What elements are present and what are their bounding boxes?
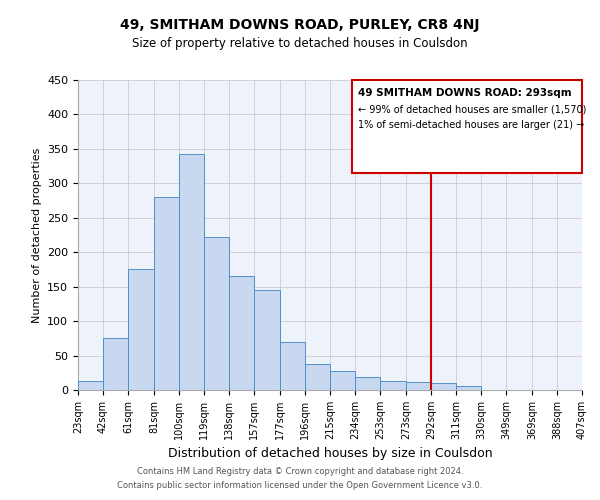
Bar <box>154 197 179 390</box>
Bar <box>204 237 229 390</box>
Y-axis label: Number of detached properties: Number of detached properties <box>32 148 41 322</box>
Text: 1% of semi-detached houses are larger (21) →: 1% of semi-detached houses are larger (2… <box>358 120 584 130</box>
Text: 49, SMITHAM DOWNS ROAD, PURLEY, CR8 4NJ: 49, SMITHAM DOWNS ROAD, PURLEY, CR8 4NJ <box>120 18 480 32</box>
Bar <box>254 290 280 390</box>
Bar <box>355 377 380 390</box>
Text: Contains HM Land Registry data © Crown copyright and database right 2024.: Contains HM Land Registry data © Crown c… <box>137 467 463 476</box>
Bar <box>406 382 431 390</box>
Bar <box>103 338 128 390</box>
FancyBboxPatch shape <box>352 80 582 173</box>
Bar <box>431 383 456 390</box>
Bar <box>456 386 481 390</box>
Bar <box>305 364 330 390</box>
Text: ← 99% of detached houses are smaller (1,570): ← 99% of detached houses are smaller (1,… <box>358 104 586 114</box>
Bar <box>179 154 204 390</box>
Text: Contains public sector information licensed under the Open Government Licence v3: Contains public sector information licen… <box>118 481 482 490</box>
Text: Size of property relative to detached houses in Coulsdon: Size of property relative to detached ho… <box>132 38 468 51</box>
Bar <box>330 370 355 390</box>
Bar <box>229 276 254 390</box>
Text: 49 SMITHAM DOWNS ROAD: 293sqm: 49 SMITHAM DOWNS ROAD: 293sqm <box>358 88 571 99</box>
Bar <box>78 381 103 390</box>
Bar <box>280 342 305 390</box>
X-axis label: Distribution of detached houses by size in Coulsdon: Distribution of detached houses by size … <box>167 448 493 460</box>
Bar <box>380 381 406 390</box>
Bar <box>128 270 154 390</box>
